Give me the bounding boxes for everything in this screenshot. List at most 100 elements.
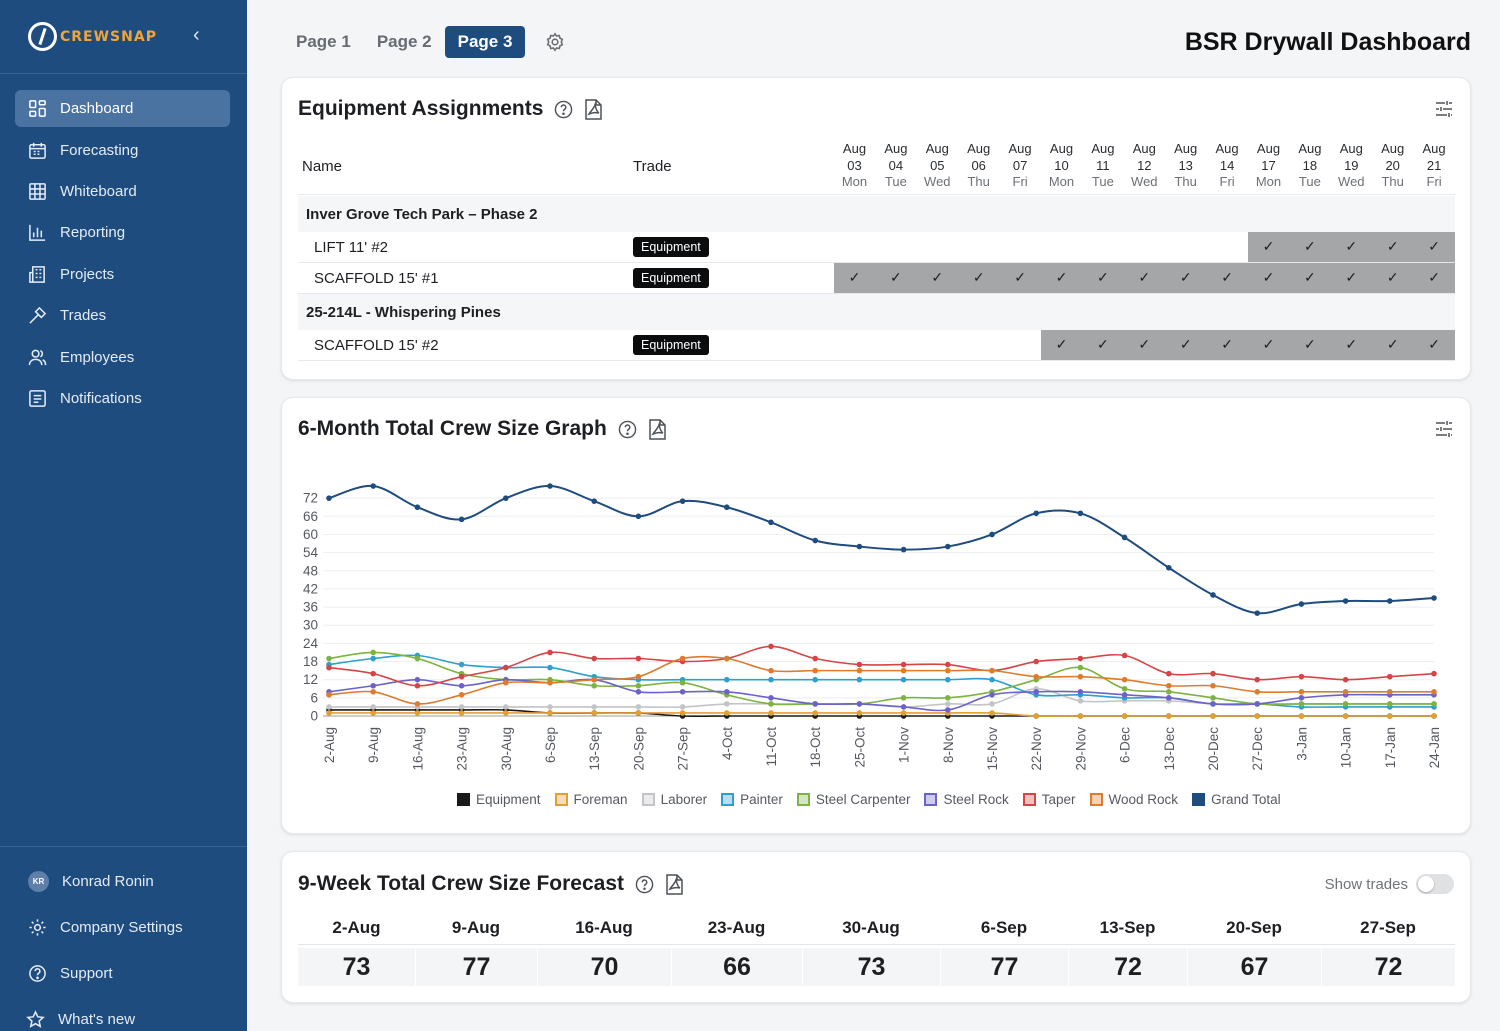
assignment-bar[interactable] bbox=[834, 263, 1455, 293]
logo-mark-icon bbox=[28, 22, 57, 51]
sidebar-item-reporting[interactable]: Reporting bbox=[15, 214, 230, 251]
date-weekday: Mon bbox=[841, 174, 868, 189]
date-weekday: Thu bbox=[967, 174, 990, 189]
card-title-row: 6-Month Total Crew Size Graph bbox=[298, 417, 667, 441]
legend-label: Laborer bbox=[660, 792, 708, 807]
data-point-foreman bbox=[503, 710, 509, 716]
data-point-wood-rock bbox=[1033, 673, 1039, 680]
tune-settings-icon[interactable] bbox=[1434, 419, 1454, 439]
data-point-wood-rock bbox=[768, 667, 774, 674]
x-tick-label: 2-Aug bbox=[322, 727, 337, 763]
check-mark: ✓ bbox=[1055, 336, 1068, 352]
data-point-wood-rock bbox=[724, 655, 730, 662]
series-line-steel-carpenter bbox=[328, 651, 1434, 706]
assignment-bar[interactable] bbox=[1041, 330, 1455, 360]
data-point-taper bbox=[414, 682, 421, 689]
date-header: Aug 04 Tue bbox=[875, 141, 916, 191]
data-point-steel-rock bbox=[1210, 701, 1216, 707]
data-point-wood-rock bbox=[326, 692, 332, 698]
data-point-grand-total bbox=[414, 504, 421, 511]
forecast-week-header: 20-Sep bbox=[1226, 918, 1282, 937]
legend-swatch bbox=[641, 793, 655, 806]
trade-badge: Equipment bbox=[633, 268, 709, 288]
data-point-taper bbox=[1342, 676, 1349, 683]
date-header: Aug 07 Fri bbox=[1000, 141, 1041, 191]
logo-wordmark: CREWSNAP bbox=[60, 28, 157, 45]
assignment-bar[interactable] bbox=[1248, 232, 1455, 262]
y-tick-label: 24 bbox=[303, 636, 319, 651]
data-point-steel-rock bbox=[724, 688, 730, 695]
legend-item[interactable]: Grand Total bbox=[1192, 792, 1281, 807]
crewsnap-logo[interactable]: CREWSNAP bbox=[28, 22, 157, 51]
calendar-icon bbox=[29, 142, 46, 159]
notification-list-icon bbox=[29, 390, 46, 407]
data-point-steel-carpenter bbox=[1077, 664, 1084, 671]
y-tick-label: 72 bbox=[303, 491, 318, 506]
sidebar-item-label: Company Settings bbox=[60, 919, 183, 936]
legend-item[interactable]: Steel Carpenter bbox=[796, 792, 910, 807]
help-circle-icon[interactable] bbox=[618, 420, 637, 439]
sidebar-item-trades[interactable]: Trades bbox=[15, 297, 230, 334]
legend-item[interactable]: Equipment bbox=[457, 792, 541, 807]
data-point-taper bbox=[900, 661, 907, 668]
data-point-wood-rock bbox=[591, 676, 597, 683]
date-header: Aug 10 Mon bbox=[1041, 141, 1082, 191]
table-row[interactable]: SCAFFOLD 15' #2 Equipment ✓ ✓ ✓ ✓ ✓ ✓ ✓ ✓ ✓ ✓ bbox=[298, 330, 1455, 361]
legend-label: Grand Total bbox=[1211, 792, 1281, 807]
user-menu[interactable]: KR Konrad Ronin bbox=[15, 863, 230, 900]
sidebar-item-notifications[interactable]: Notifications bbox=[15, 380, 230, 417]
x-tick-label: 16-Aug bbox=[410, 727, 425, 771]
sidebar-item-forecasting[interactable]: Forecasting bbox=[15, 132, 230, 169]
pdf-export-icon[interactable] bbox=[665, 873, 684, 895]
tune-settings-icon[interactable] bbox=[1434, 99, 1454, 119]
date-weekday: Tue bbox=[884, 174, 907, 189]
legend-item[interactable]: Wood Rock bbox=[1089, 792, 1178, 807]
help-circle-icon[interactable] bbox=[554, 100, 573, 119]
show-trades-toggle[interactable] bbox=[1416, 874, 1454, 894]
date-month: Aug bbox=[842, 141, 867, 156]
forecast-week-value: 73 bbox=[298, 948, 415, 986]
date-day: 19 bbox=[1344, 157, 1359, 173]
data-point-taper bbox=[1298, 673, 1305, 680]
gear-icon[interactable] bbox=[545, 32, 565, 52]
legend-item[interactable]: Steel Rock bbox=[924, 792, 1009, 807]
check-mark: ✓ bbox=[1345, 269, 1358, 285]
tab-page-2[interactable]: Page 2 bbox=[376, 32, 432, 51]
table-row[interactable]: SCAFFOLD 15' #1 Equipment ✓ ✓ ✓ ✓ ✓ ✓ ✓ ✓ ✓ ✓ ✓ ✓ ✓ ✓ ✓ bbox=[298, 263, 1455, 294]
data-point-foreman bbox=[1077, 713, 1084, 719]
date-day: 21 bbox=[1426, 157, 1442, 173]
data-point-steel-carpenter bbox=[1342, 701, 1349, 707]
sidebar-item-company-settings[interactable]: Company Settings bbox=[15, 909, 230, 946]
date-header: Aug 19 Wed bbox=[1331, 141, 1372, 191]
legend-item[interactable]: Foreman bbox=[554, 792, 628, 807]
data-point-taper bbox=[945, 661, 951, 668]
help-circle-icon[interactable] bbox=[635, 875, 654, 894]
x-tick-label: 1-Nov bbox=[897, 727, 912, 763]
tab-page-1[interactable]: Page 1 bbox=[296, 32, 351, 51]
sidebar-item-whats-new[interactable]: What's new bbox=[15, 1001, 230, 1031]
x-tick-label: 9-Aug bbox=[366, 727, 381, 763]
sidebar-item-support[interactable]: Support bbox=[15, 955, 230, 992]
chevron-left-icon[interactable]: ‹ bbox=[193, 24, 200, 46]
data-point-taper bbox=[1121, 652, 1128, 659]
legend-item[interactable]: Laborer bbox=[641, 792, 708, 807]
sidebar-item-dashboard[interactable]: Dashboard bbox=[15, 90, 230, 127]
data-point-foreman bbox=[1210, 713, 1216, 719]
check-mark: ✓ bbox=[1262, 336, 1275, 352]
tab-page-3[interactable]: Page 3 bbox=[444, 26, 526, 58]
table-row[interactable]: LIFT 11' #2 Equipment ✓ ✓ ✓ ✓ ✓ bbox=[298, 232, 1455, 263]
legend-label: Painter bbox=[740, 792, 783, 807]
y-tick-label: 18 bbox=[303, 654, 318, 669]
forecast-week-header: 9-Aug bbox=[451, 918, 501, 937]
legend-item[interactable]: Painter bbox=[721, 792, 783, 807]
pdf-export-icon[interactable] bbox=[648, 418, 667, 440]
sidebar-item-projects[interactable]: Projects bbox=[15, 256, 230, 293]
date-day: 06 bbox=[971, 157, 986, 173]
sidebar-item-whiteboard[interactable]: Whiteboard bbox=[15, 173, 230, 210]
legend-item[interactable]: Taper bbox=[1022, 792, 1076, 807]
sidebar-item-employees[interactable]: Employees bbox=[15, 339, 230, 376]
y-tick-label: 6 bbox=[310, 690, 318, 705]
pdf-export-icon[interactable] bbox=[584, 98, 603, 120]
y-tick-label: 60 bbox=[303, 527, 318, 542]
data-point-wood-rock bbox=[370, 688, 376, 695]
